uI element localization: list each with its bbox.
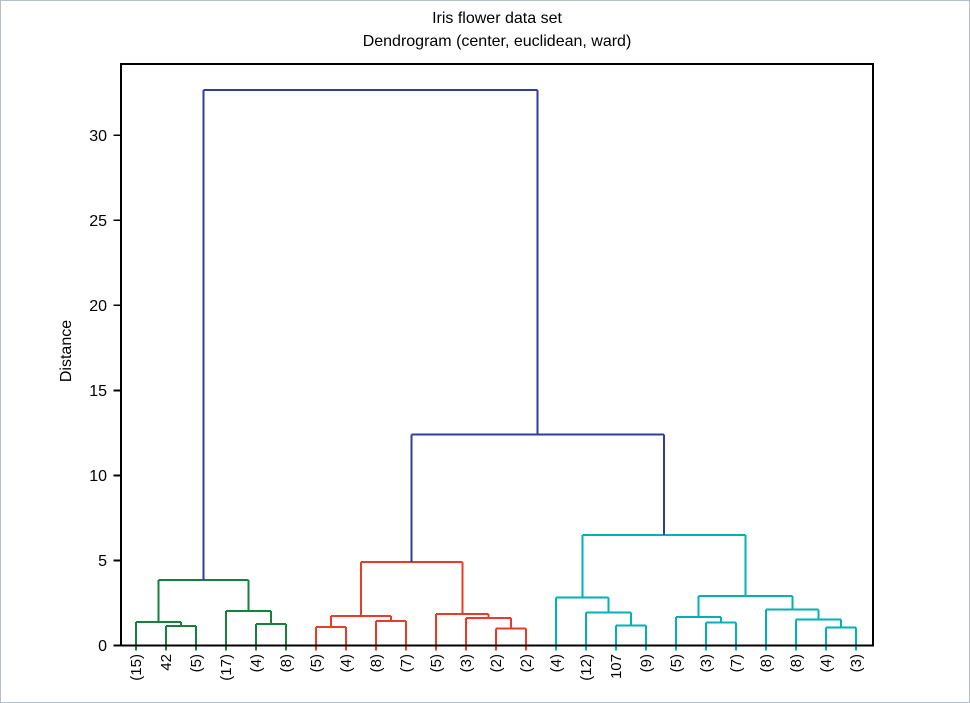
leaf-label-20: (3) [698,654,715,672]
y-axis-title: Distance [58,319,75,383]
leaf-label-10: (7) [398,654,415,672]
leaf-label-25: (3) [848,654,865,672]
y-tick-label: 15 [89,383,107,400]
y-tick-label: 10 [89,468,107,485]
leaf-label-2: 42 [158,654,175,671]
plot-border [120,63,874,647]
leaf-label-3: (5) [188,654,205,672]
plot-border-rect [120,63,874,647]
chart-title: Iris flower data set [432,10,562,27]
leaf-label-13: (2) [488,654,505,672]
dendrogram-links [135,88,857,651]
leaf-label-12: (3) [458,654,475,672]
leaf-tick-labels: (15) 42 (5) (17) (4) (8) (5) (4) (8) (7) (5) (3) (2)… [128,654,865,681]
leaf-label-4: (17) [218,654,235,681]
leaf-label-9: (8) [368,654,385,672]
chart-title-block: Iris flower data set Dendrogram (center,… [121,7,873,53]
y-tick-label: 20 [89,298,107,315]
leaf-label-14: (2) [518,654,535,672]
leaf-label-15: (4) [548,654,565,672]
leaf-label-5: (4) [248,654,265,672]
leaf-label-22: (8) [758,654,775,672]
leaf-label-8: (4) [338,654,355,672]
leaf-label-21: (7) [728,654,745,672]
leaf-label-6: (8) [278,654,295,672]
y-tick-label: 25 [89,213,107,230]
leaf-label-17: 107 [608,654,625,679]
y-tick-label: 0 [98,638,107,655]
leaf-label-23: (8) [788,654,805,672]
leaf-label-11: (5) [428,654,445,672]
leaf-label-16: (12) [578,654,595,681]
leaf-label-24: (4) [818,654,835,672]
y-axis-ticks: 0 5 10 15 20 25 30 [89,128,121,655]
leaf-label-7: (5) [308,654,325,672]
leaf-label-18: (9) [638,654,655,672]
y-tick-label: 30 [89,128,107,145]
chart-subtitle: Dendrogram (center, euclidean, ward) [362,33,632,50]
y-tick-label: 5 [98,553,107,570]
leaf-label-1: (15) [128,654,145,681]
leaf-label-19: (5) [668,654,685,672]
